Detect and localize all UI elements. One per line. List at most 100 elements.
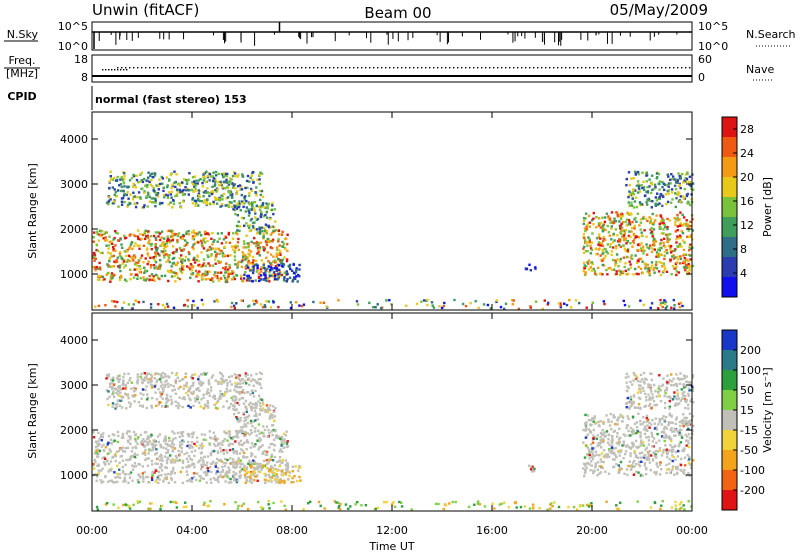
scatter-cell	[159, 443, 162, 446]
scatter-cell	[616, 435, 619, 438]
scatter-cell	[666, 381, 669, 384]
scatter-cell	[144, 257, 147, 260]
scatter-cell	[148, 447, 151, 451]
scatter-cell	[294, 270, 298, 274]
scatter-cell	[167, 279, 170, 283]
scatter-cell	[685, 439, 688, 443]
scatter-cell	[227, 275, 230, 278]
scatter-cell	[287, 478, 290, 481]
nave-dot	[105, 69, 107, 71]
scatter-cell	[668, 449, 671, 452]
scatter-cell	[582, 233, 586, 236]
scatter-cell	[116, 239, 120, 242]
scatter-cell	[194, 184, 198, 187]
scatter-cell	[259, 445, 263, 449]
scatter-cell	[675, 241, 678, 244]
scatter-cell	[274, 229, 278, 232]
scatter-cell	[176, 234, 180, 238]
nave-dot	[309, 67, 311, 69]
scatter-cell	[119, 189, 123, 193]
scatter-cell	[669, 182, 672, 185]
scatter-cell	[127, 440, 130, 444]
scatter-cell	[178, 202, 181, 205]
scatter-cell	[251, 178, 254, 182]
scatter-cell	[638, 187, 641, 191]
scatter-cell	[625, 218, 629, 221]
scatter-cell	[661, 217, 664, 220]
scatter-cell	[164, 442, 167, 445]
scatter-cell	[244, 258, 247, 261]
scatter-cell	[150, 197, 153, 200]
scatter-cell	[634, 455, 638, 458]
scatter-cell	[229, 389, 232, 392]
scatter-cell	[198, 389, 201, 392]
scatter-cell	[614, 453, 617, 457]
colorbar-tick-label: 20	[740, 171, 754, 184]
scatter-cell	[215, 457, 219, 461]
scatter-cell	[187, 178, 190, 181]
scatter-cell	[663, 448, 666, 452]
scatter-cell	[121, 446, 125, 449]
scatter-cell	[649, 384, 652, 387]
scatter-cell	[193, 454, 196, 458]
scatter-cell	[210, 192, 214, 196]
scatter-cell	[678, 234, 682, 237]
scatter-cell	[688, 175, 692, 178]
scatter-cell	[261, 401, 264, 404]
scatter-cell	[279, 253, 282, 256]
scatter-cell	[592, 267, 595, 271]
scatter-cell	[648, 269, 651, 272]
scatter-cell	[641, 386, 645, 390]
scatter-cell	[272, 271, 276, 274]
scatter-cell	[166, 449, 170, 452]
scatter-cell	[109, 460, 113, 463]
scatter-cell	[584, 272, 587, 276]
scatter-cell	[142, 477, 145, 480]
scatter-cell	[202, 173, 205, 176]
scatter-cell	[284, 434, 288, 437]
scatter-cell	[688, 474, 691, 477]
scatter-cell	[134, 234, 137, 238]
date-title: 05/May/2009	[610, 1, 708, 19]
scatter-cell	[655, 172, 659, 175]
scatter-cell	[678, 245, 682, 248]
scatter-cell	[590, 443, 593, 446]
scatter-cell	[662, 219, 665, 222]
scatter-cell	[582, 261, 586, 264]
scatter-cell	[688, 421, 691, 424]
scatter-cell	[126, 205, 129, 208]
scatter-cell	[275, 478, 278, 481]
scatter-cell	[242, 205, 245, 208]
scatter-cell	[280, 470, 284, 473]
scatter-cell	[141, 388, 145, 391]
scatter-cell	[688, 183, 691, 186]
scatter-cell	[644, 265, 647, 269]
scatter-cell	[154, 468, 157, 471]
scatter-cell	[113, 439, 116, 442]
scatter-cell	[262, 450, 265, 454]
scatter-cell	[223, 173, 226, 177]
scatter-cell	[195, 202, 198, 205]
scatter-cell	[218, 237, 221, 240]
scatter-cell	[259, 274, 263, 277]
scatter-cell	[160, 244, 163, 247]
scatter-cell	[150, 476, 154, 479]
scatter-cell	[149, 263, 153, 267]
scatter-cell	[285, 273, 289, 276]
scatter-cell	[236, 386, 239, 389]
scatter-cell	[635, 462, 638, 466]
scatter-cell	[658, 249, 662, 252]
scatter-cell	[157, 235, 160, 238]
scatter-cell	[278, 263, 281, 267]
scatter-cell	[582, 269, 585, 273]
scatter-cell	[607, 231, 611, 234]
scatter-cell	[176, 402, 180, 405]
scatter-cell	[689, 243, 692, 246]
scatter-cell	[143, 204, 146, 207]
scatter-cell	[192, 404, 195, 408]
scatter-cell	[116, 430, 120, 434]
scatter-cell	[255, 462, 259, 465]
scatter-cell	[666, 374, 669, 377]
scatter-cell	[114, 476, 117, 479]
scatter-cell	[637, 272, 640, 276]
